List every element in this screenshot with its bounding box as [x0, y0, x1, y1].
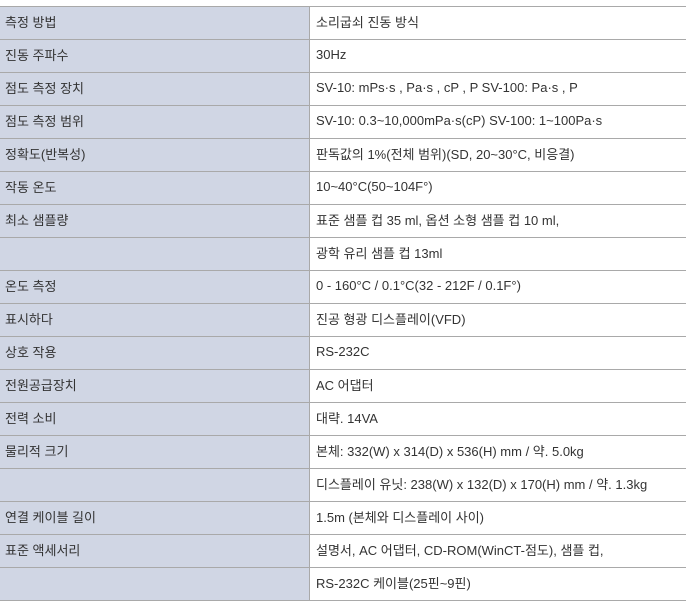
- spec-row: RS-232C 케이블(25핀~9핀): [0, 568, 686, 601]
- spec-row: 정확도(반복성)판독값의 1%(전체 범위)(SD, 20~30°C, 비응결): [0, 139, 686, 172]
- spec-value: SV-10: 0.3~10,000mPa·s(cP) SV-100: 1~100…: [310, 106, 686, 139]
- spec-value: RS-232C 케이블(25핀~9핀): [310, 568, 686, 601]
- spec-value: 설명서, AC 어댑터, CD-ROM(WinCT-점도), 샘플 컵,: [310, 535, 686, 568]
- spec-value: 0 - 160°C / 0.1°C(32 - 212F / 0.1F°): [310, 271, 686, 304]
- spec-value: SV-10: mPs·s , Pa·s , cP , P SV-100: Pa·…: [310, 73, 686, 106]
- spec-label: [0, 238, 310, 271]
- spec-label: 상호 작용: [0, 337, 310, 370]
- spec-label: 전력 소비: [0, 403, 310, 436]
- spec-label: 물리적 크기: [0, 436, 310, 469]
- spec-label: 표준 액세서리: [0, 535, 310, 568]
- spec-value: AC 어댑터: [310, 370, 686, 403]
- spec-value: 판독값의 1%(전체 범위)(SD, 20~30°C, 비응결): [310, 139, 686, 172]
- spec-label: 연결 케이블 길이: [0, 502, 310, 535]
- spec-value: 소리굽쇠 진동 방식: [310, 7, 686, 40]
- spec-label: 점도 측정 장치: [0, 73, 310, 106]
- spec-value: 광학 유리 샘플 컵 13ml: [310, 238, 686, 271]
- spec-label: [0, 568, 310, 601]
- spec-label: 최소 샘플량: [0, 205, 310, 238]
- spec-row: 광학 유리 샘플 컵 13ml: [0, 238, 686, 271]
- spec-value: 10~40°C(50~104F°): [310, 172, 686, 205]
- spec-label: 표시하다: [0, 304, 310, 337]
- spec-value: 대략. 14VA: [310, 403, 686, 436]
- spec-label: 전원공급장치: [0, 370, 310, 403]
- spec-label: 점도 측정 범위: [0, 106, 310, 139]
- spec-label: 온도 측정: [0, 271, 310, 304]
- spec-value: 30Hz: [310, 40, 686, 73]
- spec-label: [0, 469, 310, 502]
- spec-value: 진공 형광 디스플레이(VFD): [310, 304, 686, 337]
- spec-value: RS-232C: [310, 337, 686, 370]
- spec-row: 디스플레이 유닛: 238(W) x 132(D) x 170(H) mm / …: [0, 469, 686, 502]
- spec-value: 본체: 332(W) x 314(D) x 536(H) mm / 약. 5.0…: [310, 436, 686, 469]
- spec-label: 정확도(반복성): [0, 139, 310, 172]
- spec-label: 작동 온도: [0, 172, 310, 205]
- spec-value: 디스플레이 유닛: 238(W) x 132(D) x 170(H) mm / …: [310, 469, 686, 502]
- spec-value: 1.5m (본체와 디스플레이 사이): [310, 502, 686, 535]
- spec-label: 진동 주파수: [0, 40, 310, 73]
- spec-value: 표준 샘플 컵 35 ml, 옵션 소형 샘플 컵 10 ml,: [310, 205, 686, 238]
- spec-label: 측정 방법: [0, 7, 310, 40]
